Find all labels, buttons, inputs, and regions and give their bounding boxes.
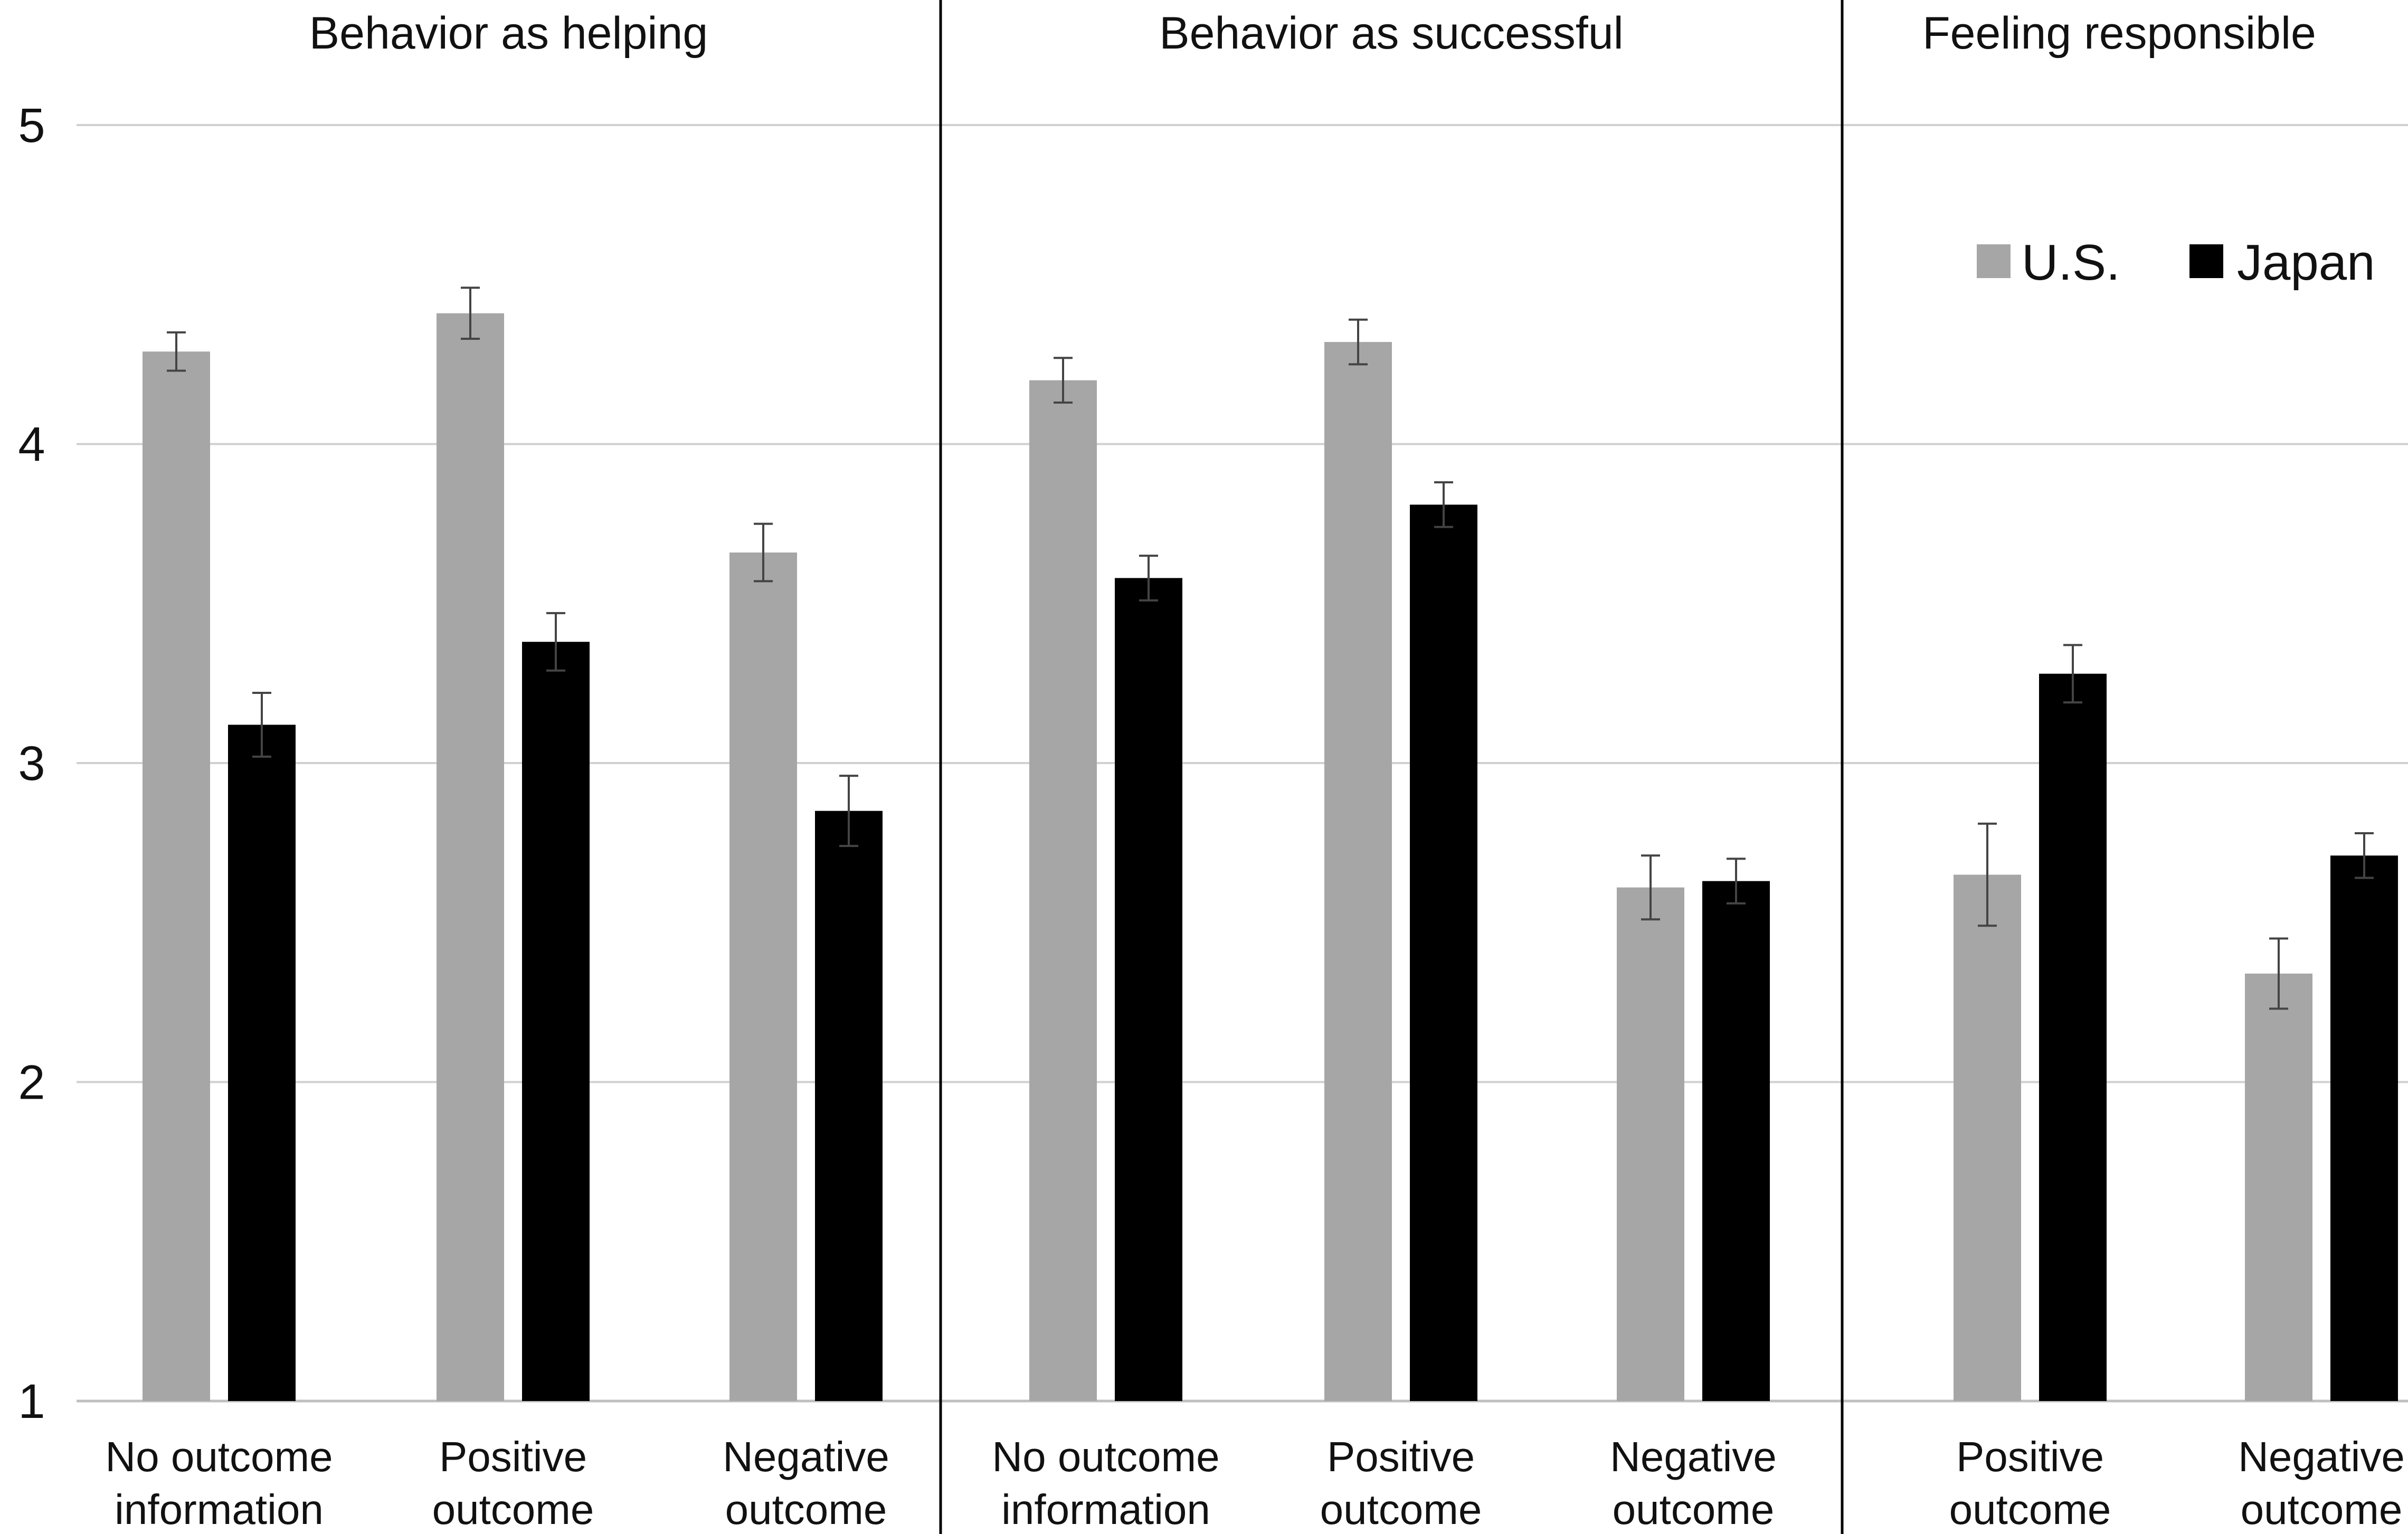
bar-u-s-behavior-as-helping-positive-outcome [437,313,504,1401]
error-bar [839,775,858,847]
bar-japan-behavior-as-helping-positive-outcome [522,642,590,1401]
error-bar [2269,937,2288,1010]
panel-title-feeling-responsible: Feeling responsible [1922,8,2316,59]
error-bar [1641,854,1660,921]
legend-item-u-s: U.S. [1977,234,2120,291]
legend-item-japan: Japan [2189,234,2375,291]
bar-u-s-behavior-as-helping-negative-outcome [729,552,797,1401]
x-tick-label: Negative outcome [723,1433,889,1533]
y-axis: 1 2 3 4 5 [18,99,2408,1428]
error-bar [252,692,271,758]
legend-label: Japan [2237,234,2375,291]
x-tick-label: Positive outcome [1949,1433,2111,1533]
panel-dividers [939,0,1844,1534]
error-bar [1978,822,1997,927]
error-bar [1139,555,1158,602]
error-bar [1054,357,1073,404]
y-tick-label: 3 [18,737,45,790]
legend: U.S. Japan [1977,234,2375,291]
bar-japan-behavior-as-successful-negative-outcome [1702,881,1770,1401]
error-bar [167,331,186,372]
error-bar [546,612,565,672]
bar-japan-behavior-as-helping-no-outcome-information [228,725,296,1401]
bar-u-s-behavior-as-successful-negative-outcome [1617,887,1684,1401]
x-tick-label: No outcome information [992,1433,1219,1533]
panel-title-behavior-as-successful: Behavior as successful [1159,8,1624,59]
x-tick-label: Negative outcome [2238,1433,2405,1533]
bar-u-s-feeling-responsible-positive-outcome [1954,874,2021,1401]
labels: Behavior as helping No outcome information… [105,8,2405,1533]
y-tick-label: 1 [18,1375,45,1428]
error-bar [754,522,773,583]
bar-japan-behavior-as-successful-no-outcome-information [1115,578,1182,1401]
bar-u-s-feeling-responsible-negative-outcome [2245,973,2312,1401]
legend-label: U.S. [2022,234,2120,291]
legend-swatch [1977,244,2011,278]
y-tick-label: 2 [18,1056,45,1110]
bar-japan-feeling-responsible-positive-outcome [2039,673,2107,1401]
bar-japan-behavior-as-helping-negative-outcome [815,811,883,1401]
y-tick-label: 5 [18,99,45,153]
legend-swatch [2189,244,2223,278]
bars [143,287,2398,1401]
error-bar [1434,481,1453,528]
x-tick-label: Positive outcome [1320,1433,1482,1533]
y-tick-label: 4 [18,418,45,472]
x-tick-label: Positive outcome [432,1433,594,1533]
error-bar [2063,644,2082,704]
bar-u-s-behavior-as-successful-positive-outcome [1324,342,1392,1401]
bar-japan-behavior-as-successful-positive-outcome [1410,504,1477,1401]
x-tick-label: No outcome information [105,1433,333,1533]
error-bar [2355,832,2374,879]
bar-japan-feeling-responsible-negative-outcome [2330,855,2398,1401]
error-bar [1727,857,1746,904]
x-tick-label: Negative outcome [1610,1433,1777,1533]
panel-title-behavior-as-helping: Behavior as helping [309,8,708,59]
bar-u-s-behavior-as-helping-no-outcome-information [143,351,210,1401]
error-bar [461,287,480,340]
error-bar [1349,318,1368,366]
bar-u-s-behavior-as-successful-no-outcome-information [1029,380,1097,1401]
